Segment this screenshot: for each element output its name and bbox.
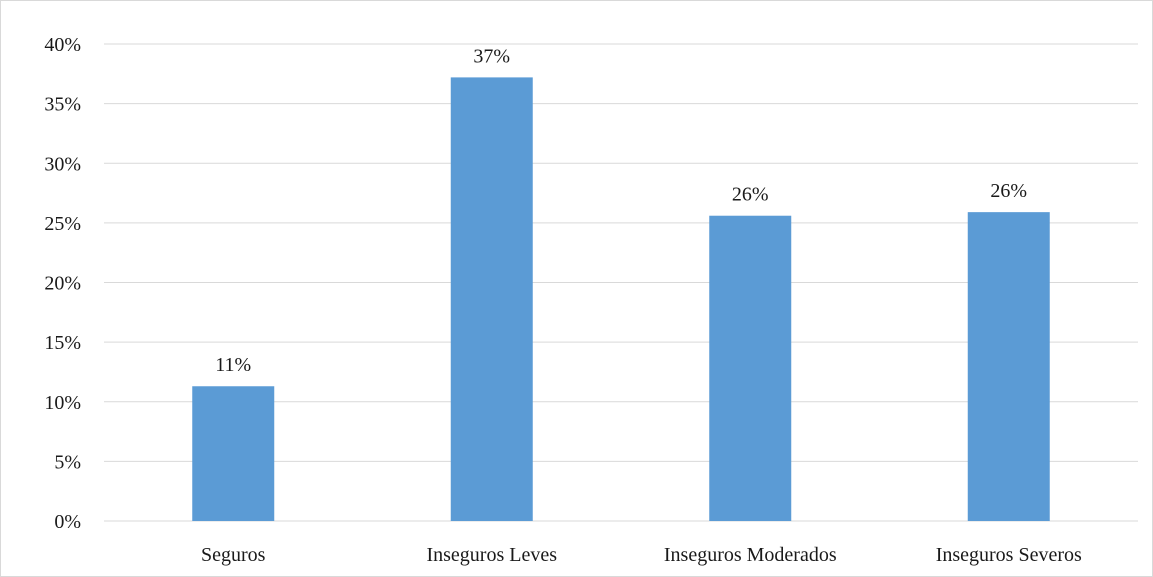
- bar-inseguros-moderados: [709, 215, 792, 521]
- y-tick-label: 40%: [44, 34, 81, 56]
- y-tick-label: 30%: [44, 153, 81, 175]
- data-label: 26%: [732, 184, 769, 206]
- bar-inseguros-leves: [450, 77, 533, 521]
- y-tick-label: 10%: [44, 392, 81, 414]
- x-tick-label: Inseguros Severos: [936, 544, 1082, 566]
- x-axis-tick-labels: Seguros Inseguros Leves Inseguros Moderado…: [201, 544, 1082, 566]
- y-tick-label: 0%: [54, 511, 81, 533]
- y-axis-tick-labels: 0% 5% 10% 15% 20% 25% 30% 35% 40%: [44, 34, 81, 533]
- x-tick-label: Inseguros Leves: [426, 544, 557, 566]
- data-label: 26%: [990, 180, 1027, 202]
- x-tick-label: Inseguros Moderados: [664, 544, 837, 566]
- data-labels: 11% 37% 26% 26%: [215, 45, 1027, 376]
- bar-seguros: [192, 386, 275, 521]
- bars: [192, 77, 1050, 521]
- y-tick-label: 5%: [54, 451, 81, 473]
- x-tick-label: Seguros: [201, 544, 266, 566]
- data-label: 11%: [215, 354, 251, 376]
- y-tick-label: 25%: [44, 213, 81, 235]
- data-label: 37%: [473, 45, 510, 67]
- bar-inseguros-severos: [967, 212, 1050, 521]
- y-tick-label: 15%: [44, 332, 81, 354]
- gridlines: [104, 43, 1138, 522]
- y-tick-label: 35%: [44, 94, 81, 116]
- y-tick-label: 20%: [44, 273, 81, 295]
